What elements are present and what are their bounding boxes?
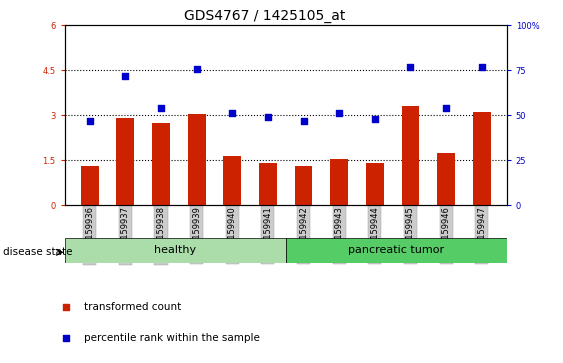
Point <box>157 105 166 111</box>
Bar <box>294 166 312 205</box>
Bar <box>330 159 348 205</box>
Point <box>62 304 71 310</box>
Bar <box>65 238 285 263</box>
Point <box>228 111 237 117</box>
Point <box>406 64 415 70</box>
Text: disease state: disease state <box>3 247 72 257</box>
Point <box>121 73 130 79</box>
Point <box>441 105 450 111</box>
Text: GDS4767 / 1425105_at: GDS4767 / 1425105_at <box>184 9 345 23</box>
Bar <box>187 114 205 205</box>
Point <box>263 114 272 120</box>
Bar <box>81 166 99 205</box>
Bar <box>152 123 170 205</box>
Point <box>192 66 201 72</box>
Text: healthy: healthy <box>154 245 196 256</box>
Point <box>477 64 486 70</box>
Text: transformed count: transformed count <box>83 302 181 312</box>
Text: pancreatic tumor: pancreatic tumor <box>348 245 444 256</box>
Bar <box>473 112 491 205</box>
Bar <box>366 163 384 205</box>
Point <box>299 118 308 123</box>
Point <box>334 111 343 117</box>
Point <box>370 116 379 122</box>
Bar <box>401 106 419 205</box>
Bar <box>285 238 507 263</box>
Point <box>85 118 94 123</box>
Bar <box>259 163 277 205</box>
Text: percentile rank within the sample: percentile rank within the sample <box>83 333 260 343</box>
Bar <box>437 153 455 205</box>
Bar <box>117 118 134 205</box>
Point <box>62 335 71 340</box>
Bar <box>224 156 241 205</box>
